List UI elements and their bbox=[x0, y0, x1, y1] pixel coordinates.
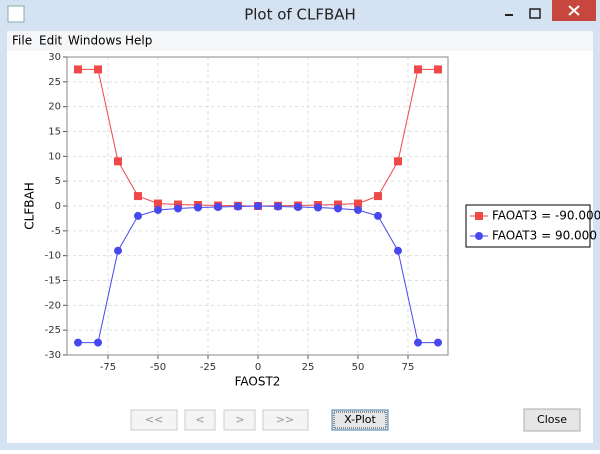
menu-item[interactable]: Help bbox=[125, 34, 152, 48]
data-point bbox=[294, 203, 302, 211]
x-axis-label: FAOST2 bbox=[235, 375, 281, 389]
data-point bbox=[254, 202, 262, 210]
legend-label: FAOAT3 = -90.000 bbox=[492, 209, 600, 223]
data-point bbox=[394, 157, 402, 165]
data-point bbox=[274, 202, 282, 210]
data-point bbox=[74, 339, 82, 347]
y-tick-label: -25 bbox=[45, 325, 61, 336]
y-tick-label: 5 bbox=[55, 176, 61, 187]
window-title: Plot of CLFBAH bbox=[244, 6, 356, 24]
x-tick-label: 25 bbox=[302, 362, 315, 373]
x-tick-label: -75 bbox=[100, 362, 116, 373]
close-window-button[interactable] bbox=[552, 0, 596, 21]
data-point bbox=[434, 339, 442, 347]
button[interactable]: X-Plot bbox=[332, 410, 388, 430]
data-point bbox=[114, 157, 122, 165]
x-tick-label: 0 bbox=[255, 362, 261, 373]
y-tick-label: -20 bbox=[45, 300, 61, 311]
y-tick-label: -10 bbox=[45, 251, 61, 262]
x-tick-label: 75 bbox=[402, 362, 415, 373]
button-label: >> bbox=[276, 413, 294, 426]
y-tick-label: 20 bbox=[48, 102, 61, 113]
button[interactable]: > bbox=[224, 410, 255, 430]
y-tick-label: 25 bbox=[48, 77, 61, 88]
data-point bbox=[234, 202, 242, 210]
button-label: X-Plot bbox=[344, 413, 376, 426]
button[interactable]: << bbox=[131, 410, 177, 430]
y-tick-label: 10 bbox=[48, 151, 61, 162]
button-label: << bbox=[145, 413, 163, 426]
data-point bbox=[394, 247, 402, 255]
y-tick-label: -15 bbox=[45, 276, 61, 287]
data-point bbox=[74, 65, 82, 73]
button-label: < bbox=[195, 413, 204, 426]
y-axis-label: CLFBAH bbox=[23, 182, 37, 229]
y-tick-label: -5 bbox=[51, 226, 61, 237]
menu-item[interactable]: Windows bbox=[68, 34, 122, 48]
y-tick-label: 0 bbox=[55, 201, 61, 212]
y-tick-label: 30 bbox=[48, 52, 61, 63]
data-point bbox=[434, 65, 442, 73]
app-icon bbox=[8, 6, 24, 22]
data-point bbox=[154, 206, 162, 214]
data-point bbox=[475, 212, 483, 220]
button[interactable]: < bbox=[185, 410, 215, 430]
legend-label: FAOAT3 = 90.000 bbox=[492, 229, 597, 243]
button-label: > bbox=[235, 413, 244, 426]
menu-item[interactable]: Edit bbox=[39, 34, 63, 48]
x-tick-label: 50 bbox=[352, 362, 365, 373]
data-point bbox=[374, 212, 382, 220]
data-point bbox=[314, 203, 322, 211]
y-tick-label: 15 bbox=[48, 127, 61, 138]
data-point bbox=[94, 65, 102, 73]
data-point bbox=[374, 192, 382, 200]
y-tick-label: -30 bbox=[45, 350, 61, 361]
button[interactable]: Close bbox=[524, 409, 580, 431]
data-point bbox=[354, 206, 362, 214]
data-point bbox=[414, 65, 422, 73]
data-point bbox=[174, 204, 182, 212]
data-point bbox=[194, 203, 202, 211]
x-tick-label: -50 bbox=[150, 362, 166, 373]
data-point bbox=[334, 204, 342, 212]
button[interactable]: >> bbox=[263, 410, 308, 430]
data-point bbox=[414, 339, 422, 347]
data-point bbox=[134, 212, 142, 220]
button-label: Close bbox=[537, 413, 567, 426]
data-point bbox=[114, 247, 122, 255]
data-point bbox=[134, 192, 142, 200]
data-point bbox=[475, 232, 483, 240]
data-point bbox=[94, 339, 102, 347]
menu-item[interactable]: File bbox=[12, 34, 32, 48]
data-point bbox=[214, 203, 222, 211]
x-tick-label: -25 bbox=[200, 362, 216, 373]
